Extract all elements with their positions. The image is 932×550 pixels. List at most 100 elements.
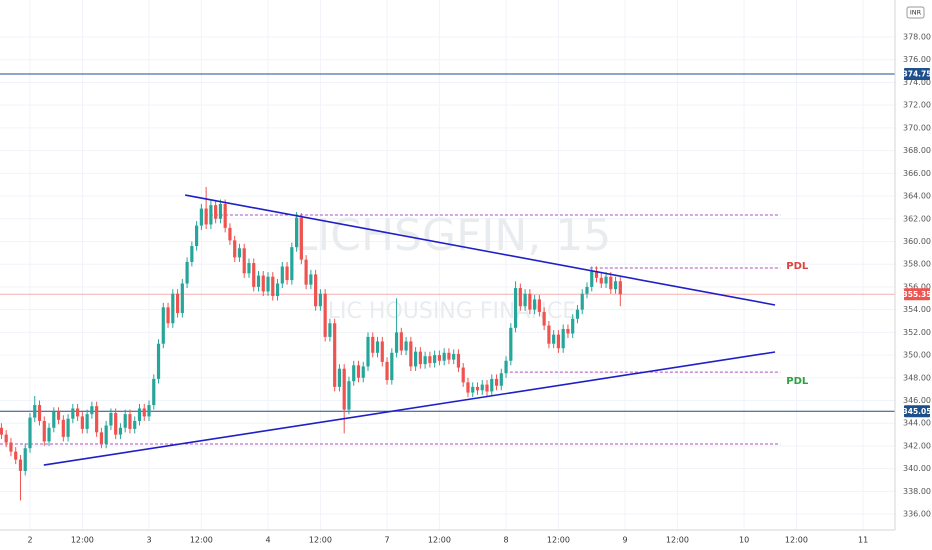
candle-body [152, 378, 156, 406]
candle-body [375, 341, 380, 353]
candle-body [423, 356, 427, 365]
candle-body [461, 367, 465, 383]
price-label: 345.05 [903, 407, 932, 416]
candle-body [594, 271, 599, 278]
y-tick-label: 338.00 [903, 487, 931, 496]
price-label-box [904, 67, 930, 80]
x-tick-label: 4 [265, 536, 270, 545]
candle-body [99, 432, 104, 444]
y-tick-label: 364.00 [903, 192, 931, 201]
candle-body [33, 405, 37, 418]
candle-body [47, 427, 51, 442]
candle-body [318, 293, 322, 307]
candle-body [104, 425, 108, 444]
candle-body [599, 277, 603, 284]
y-tick-label: 348.00 [903, 373, 931, 382]
candle-body [528, 293, 532, 310]
y-tick-label: 346.00 [903, 396, 931, 405]
price-label: 374.75 [903, 69, 932, 78]
candle-body [128, 414, 132, 429]
candle-body [247, 263, 251, 274]
candle-body [380, 341, 384, 362]
candle-body [404, 341, 408, 351]
price-label-box [904, 405, 930, 418]
y-tick-label: 350.00 [903, 351, 931, 360]
candle-body [156, 343, 161, 379]
candle-body [385, 361, 389, 381]
y-tick-label: 368.00 [903, 146, 931, 155]
candle-body [180, 283, 184, 314]
candle-body [394, 332, 399, 353]
candle-body [571, 318, 575, 334]
candle-body [471, 386, 475, 393]
y-tick-label: 352.00 [903, 328, 931, 337]
candle-body [414, 351, 418, 367]
candle-body [299, 217, 303, 260]
candle-body [509, 327, 513, 361]
y-tick-label: 340.00 [903, 464, 931, 473]
candle-body [252, 263, 256, 287]
candle-body [275, 283, 280, 297]
candle-body [37, 405, 42, 421]
candle-body [185, 261, 189, 284]
currency-badge[interactable] [906, 6, 925, 19]
candle-body [485, 384, 489, 392]
candle-body [609, 276, 613, 290]
candle-body [90, 406, 94, 415]
candle-body [204, 208, 208, 225]
candle-body [452, 353, 456, 360]
candle-body [4, 434, 8, 443]
y-tick-label: 342.00 [903, 441, 931, 450]
candle-body [537, 299, 541, 312]
candle-body [309, 274, 313, 285]
x-tick-label: 8 [504, 536, 509, 545]
candle-body [190, 246, 194, 262]
candle-body [390, 352, 394, 381]
candle-body [533, 299, 537, 310]
candle-body [195, 225, 199, 247]
candle-body [399, 332, 403, 351]
x-tick-label: 11 [858, 536, 868, 545]
y-tick-label: 370.00 [903, 123, 931, 132]
x-tick-label: 12:00 [428, 536, 451, 545]
candle-body [604, 276, 608, 284]
candle-body [585, 286, 589, 294]
candle-body [547, 325, 551, 344]
candle-body [466, 382, 470, 393]
x-tick-label: 12:00 [309, 536, 332, 545]
candle-body [494, 378, 499, 386]
y-tick-label: 374.00 [903, 78, 931, 87]
candle-body [14, 451, 18, 460]
x-tick-label: 2 [27, 536, 32, 545]
x-tick-label: 9 [623, 536, 628, 545]
candle-body [133, 420, 137, 429]
candle-body [218, 204, 223, 219]
watermark: LICHSGFIN, 15 [293, 210, 611, 261]
candle-body [18, 459, 23, 471]
candle-body [61, 419, 65, 437]
candle-body [575, 309, 580, 319]
candle-body [437, 355, 442, 361]
candle-body [290, 247, 294, 281]
candle-body [580, 293, 584, 310]
x-tick-label: 12:00 [547, 536, 570, 545]
candle-body [447, 352, 451, 360]
candle-body [523, 293, 527, 307]
candle-body [556, 334, 561, 349]
x-tick-label: 7 [384, 536, 389, 545]
y-tick-label: 344.00 [903, 419, 931, 428]
candle-body [418, 351, 422, 365]
candle-body [442, 352, 446, 361]
candle-body [66, 418, 70, 437]
candle-body [285, 266, 289, 281]
candle-body [52, 411, 56, 428]
trendline [185, 194, 776, 306]
y-tick-label: 376.00 [903, 55, 931, 64]
candle-body [137, 408, 142, 421]
level-label: PDL [786, 261, 809, 272]
candle-body [28, 417, 32, 449]
candle-body [518, 288, 522, 307]
candle-body [280, 266, 284, 284]
